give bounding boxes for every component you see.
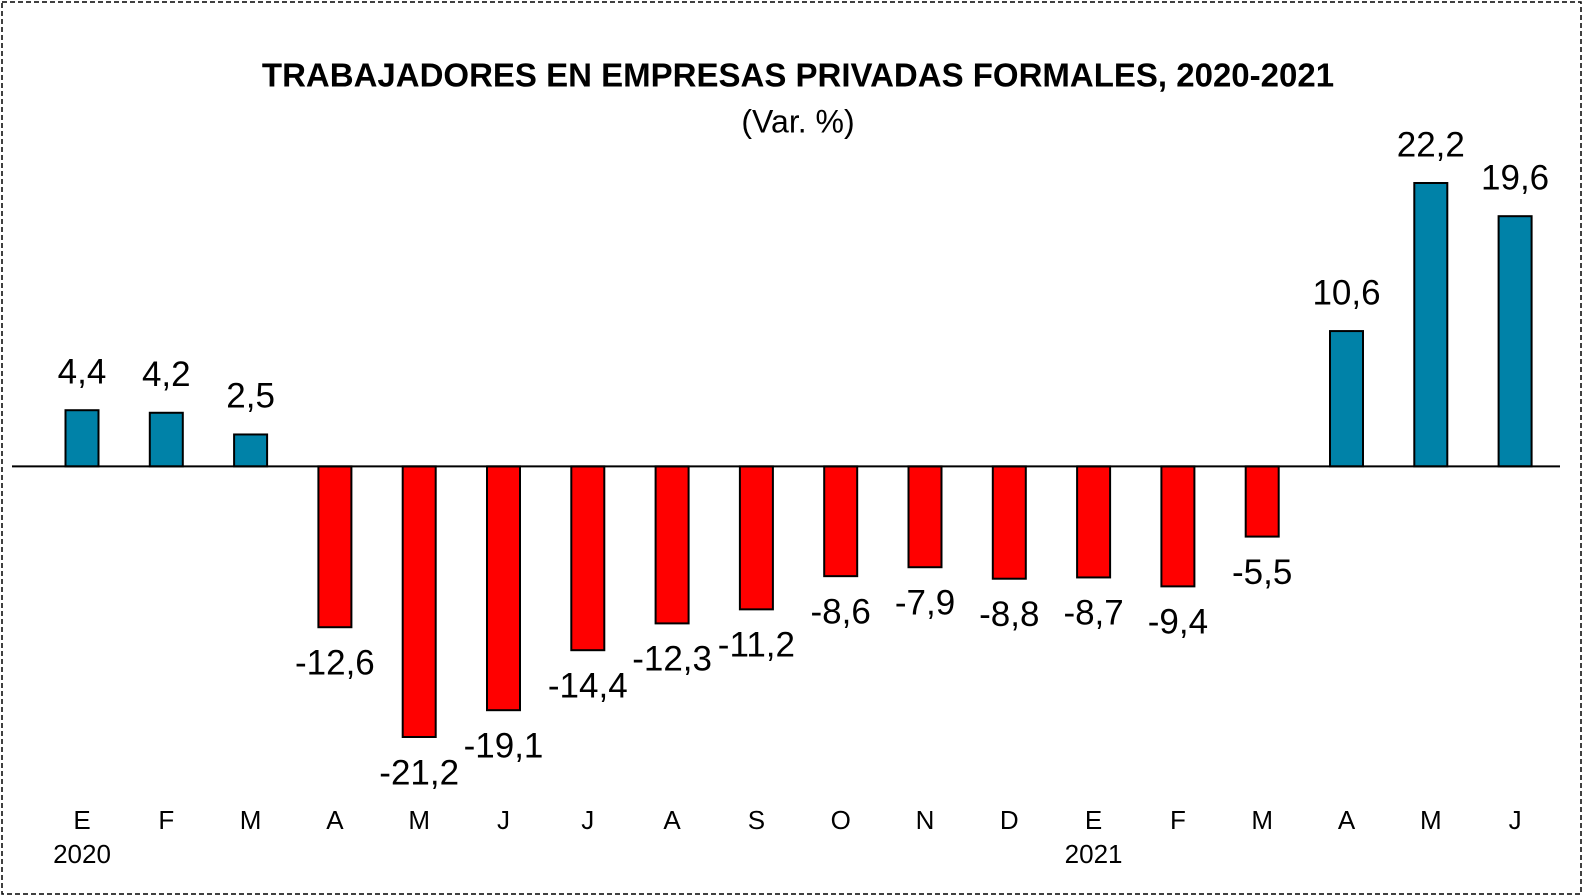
chart-subtitle: (Var. %) [741, 103, 854, 139]
bar [1076, 465, 1112, 579]
x-tick-label: J [581, 805, 594, 835]
x-tick-label: E [1085, 805, 1102, 835]
x-tick-label: M [1251, 805, 1273, 835]
x-tick-label: O [831, 805, 851, 835]
bar [1497, 215, 1533, 468]
value-label: 4,2 [142, 355, 191, 394]
bar [1329, 330, 1364, 468]
bar [1160, 465, 1196, 588]
x-tick-label: F [158, 805, 174, 835]
bar [907, 465, 943, 569]
x-tick-label: S [748, 805, 765, 835]
bar [317, 465, 353, 629]
chart-title: TRABAJADORES EN EMPRESAS PRIVADAS FORMAL… [262, 57, 1334, 94]
x-tick-label: A [663, 805, 681, 835]
x-tick-label: E [73, 805, 90, 835]
value-label: 10,6 [1312, 273, 1380, 312]
year-label: 2021 [1065, 839, 1123, 869]
value-label: -8,7 [1063, 594, 1123, 633]
bar [823, 465, 859, 578]
x-tick-label: M [408, 805, 430, 835]
bar [570, 465, 606, 652]
value-label: -8,6 [811, 592, 871, 631]
bar [401, 465, 437, 738]
value-label: 22,2 [1397, 125, 1465, 164]
bar [486, 465, 521, 712]
value-label: -9,4 [1148, 603, 1208, 642]
x-tick-label: A [326, 805, 344, 835]
value-label: -11,2 [718, 626, 795, 665]
x-tick-label: J [1509, 805, 1522, 835]
x-tick-label: M [1420, 805, 1442, 835]
value-label: -5,5 [1232, 553, 1292, 592]
bar [991, 465, 1027, 580]
x-tick-label: A [1338, 805, 1356, 835]
value-label: -12,6 [295, 643, 375, 682]
value-label: 4,4 [58, 352, 107, 391]
bar [1413, 182, 1449, 468]
x-tick-label: M [240, 805, 262, 835]
value-label: 2,5 [226, 377, 275, 416]
value-label: -21,2 [379, 753, 459, 792]
bar [148, 411, 184, 468]
year-label: 2020 [53, 839, 111, 869]
value-label: -8,8 [979, 595, 1039, 634]
value-label: -7,9 [895, 583, 955, 622]
x-tick-label: D [1000, 805, 1019, 835]
bar [654, 465, 690, 625]
bar [64, 409, 100, 468]
bar [738, 465, 774, 611]
x-tick-label: F [1170, 805, 1186, 835]
value-label: 19,6 [1481, 158, 1549, 197]
value-label: -12,3 [632, 640, 712, 679]
value-label: -19,1 [464, 726, 544, 765]
bar [233, 433, 269, 468]
x-tick-label: J [497, 805, 510, 835]
value-label: -14,4 [548, 666, 628, 705]
bar [1244, 465, 1280, 538]
x-tick-label: N [916, 805, 935, 835]
